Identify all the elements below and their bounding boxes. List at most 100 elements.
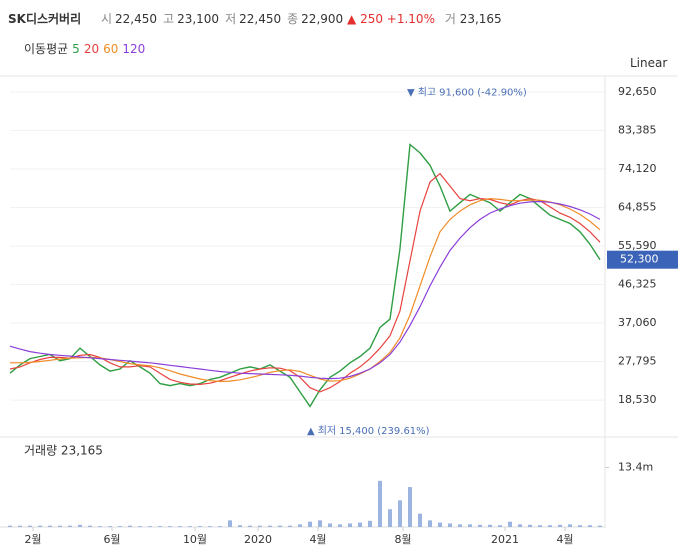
- volume-bar: [428, 520, 432, 527]
- y-tick-label: 37,060: [618, 316, 657, 329]
- volume-bar: [158, 526, 162, 527]
- volume-bar: [78, 524, 82, 527]
- quote-key: 종: [287, 12, 299, 26]
- quote-key: 저: [225, 12, 237, 26]
- x-tick-label: 2020: [244, 533, 272, 546]
- volume-bar: [568, 524, 572, 527]
- volume-bar: [148, 526, 152, 527]
- volume-bar: [398, 500, 402, 527]
- volume-bar: [258, 525, 262, 527]
- volume-bar: [278, 525, 282, 527]
- x-tick-label: 2월: [24, 533, 41, 546]
- volume-bar: [458, 524, 462, 527]
- volume-bar: [418, 513, 422, 527]
- volume-bar: [138, 526, 142, 527]
- ma-title: 이동평균: [24, 42, 69, 56]
- volume-bar: [338, 524, 342, 527]
- volume-bar: [298, 524, 302, 527]
- volume-bar: [468, 524, 472, 527]
- volume-bar: [128, 525, 132, 527]
- change-arrow: ▲: [347, 12, 357, 26]
- price-line: [9, 200, 601, 380]
- annotation-value: 91,600 (-42.90%): [439, 87, 527, 98]
- scale-mode[interactable]: Linear: [630, 56, 668, 70]
- volume-bar: [178, 526, 182, 527]
- volume-bar: [198, 526, 202, 527]
- legend-entry: 5: [72, 42, 80, 56]
- volume-bar: [558, 524, 562, 527]
- x-tick-label: 4월: [309, 533, 326, 546]
- volume-bar: [478, 524, 482, 527]
- legend-entry: 60: [103, 42, 119, 56]
- stock-name: SK디스커버리: [8, 12, 82, 26]
- quote-key: 시: [100, 12, 113, 26]
- annotation: ▼ 최고 91,600 (-42.90%): [407, 86, 527, 98]
- quote-key: 고: [163, 12, 175, 26]
- volume-title: 거래량 23,165: [24, 444, 103, 458]
- volume-bar: [58, 525, 62, 527]
- volume-bar: [208, 526, 212, 527]
- annotation: ▲ 최저 15,400 (239.61%): [307, 425, 430, 437]
- volume-bar: [508, 521, 512, 527]
- price-line: [9, 172, 601, 393]
- volume-bar: [578, 525, 582, 527]
- x-tick-label: 6월: [103, 533, 120, 546]
- volume-bar: [48, 525, 52, 527]
- x-tick-label: 10월: [183, 533, 207, 546]
- volume-bar: [188, 526, 192, 527]
- annotation-value: 15,400 (239.61%): [339, 426, 430, 437]
- volume-bar: [488, 524, 492, 527]
- volume-bar: [408, 487, 412, 527]
- header: SK디스커버리 시 22,450 고 23,100 저 22,450 종 22,900 ▲ 2…: [8, 10, 502, 27]
- ma-legend: 이동평균 5 20 60 120: [24, 40, 149, 57]
- volume-value: 23,165: [459, 12, 502, 26]
- quote-items: 시 22,450 고 23,100 저 22,450 종 22,900: [95, 12, 343, 26]
- volume-bar: [528, 524, 532, 527]
- volume-bar: [308, 521, 312, 527]
- annotation-marker: ▼: [407, 87, 415, 98]
- legend-entry: 120: [122, 42, 146, 56]
- annotation-marker: ▲: [307, 426, 315, 437]
- volume-bar: [98, 526, 102, 527]
- quote-value: 22,450: [115, 12, 158, 26]
- x-tick-label: 2021: [491, 533, 519, 546]
- current-price-label: 52,300: [620, 253, 659, 266]
- volume-bar: [88, 525, 92, 527]
- volume-bar: [358, 522, 362, 527]
- quote-value: 23,100: [177, 12, 220, 26]
- volume-bar: [598, 525, 602, 527]
- y-tick-label: 13.4m: [618, 461, 653, 474]
- price-line: [10, 197, 601, 383]
- x-tick-label: 8월: [394, 533, 411, 546]
- quote-value: 22,450: [239, 12, 282, 26]
- volume-bar: [238, 525, 242, 527]
- y-tick-label: 55,590: [618, 239, 657, 252]
- volume-bar: [518, 524, 522, 527]
- y-tick-label: 92,650: [618, 85, 657, 98]
- annotation-text: 최고: [418, 86, 436, 98]
- volume-bar: [108, 526, 112, 527]
- y-tick-label: 46,325: [618, 278, 657, 291]
- volume-bar: [588, 525, 592, 527]
- legend-entry: 20: [83, 42, 100, 56]
- volume-bar: [328, 523, 332, 527]
- y-tick-label: 18,530: [618, 393, 657, 406]
- volume-bar: [448, 523, 452, 527]
- volume-bar: [218, 526, 222, 527]
- volume-bar: [438, 522, 442, 527]
- y-tick-label: 83,385: [618, 123, 657, 136]
- price-line: [9, 143, 601, 408]
- volume-bar: [118, 526, 122, 527]
- change-pct: +1.10%: [386, 12, 435, 26]
- volume-bar: [368, 520, 372, 527]
- current-price-box: [607, 250, 678, 269]
- change: 250: [360, 12, 383, 26]
- volume-bar: [388, 509, 392, 527]
- volume-bar: [318, 520, 322, 527]
- volume-bar: [228, 520, 232, 527]
- volume-bar: [498, 525, 502, 527]
- y-tick-label: 27,795: [618, 355, 657, 368]
- volume-bar: [378, 480, 382, 527]
- volume-bar: [548, 525, 552, 527]
